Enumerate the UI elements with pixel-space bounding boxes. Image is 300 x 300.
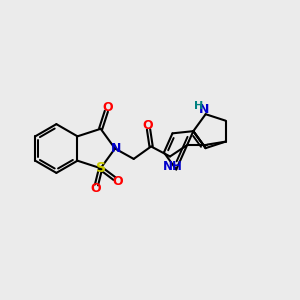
Text: N: N: [111, 142, 122, 155]
Text: N: N: [199, 103, 209, 116]
Text: O: O: [102, 101, 113, 114]
Text: H: H: [194, 101, 204, 111]
Text: NH: NH: [163, 160, 183, 172]
Text: O: O: [90, 182, 101, 196]
Text: O: O: [143, 119, 153, 132]
Text: S: S: [96, 161, 106, 175]
Text: O: O: [112, 175, 123, 188]
